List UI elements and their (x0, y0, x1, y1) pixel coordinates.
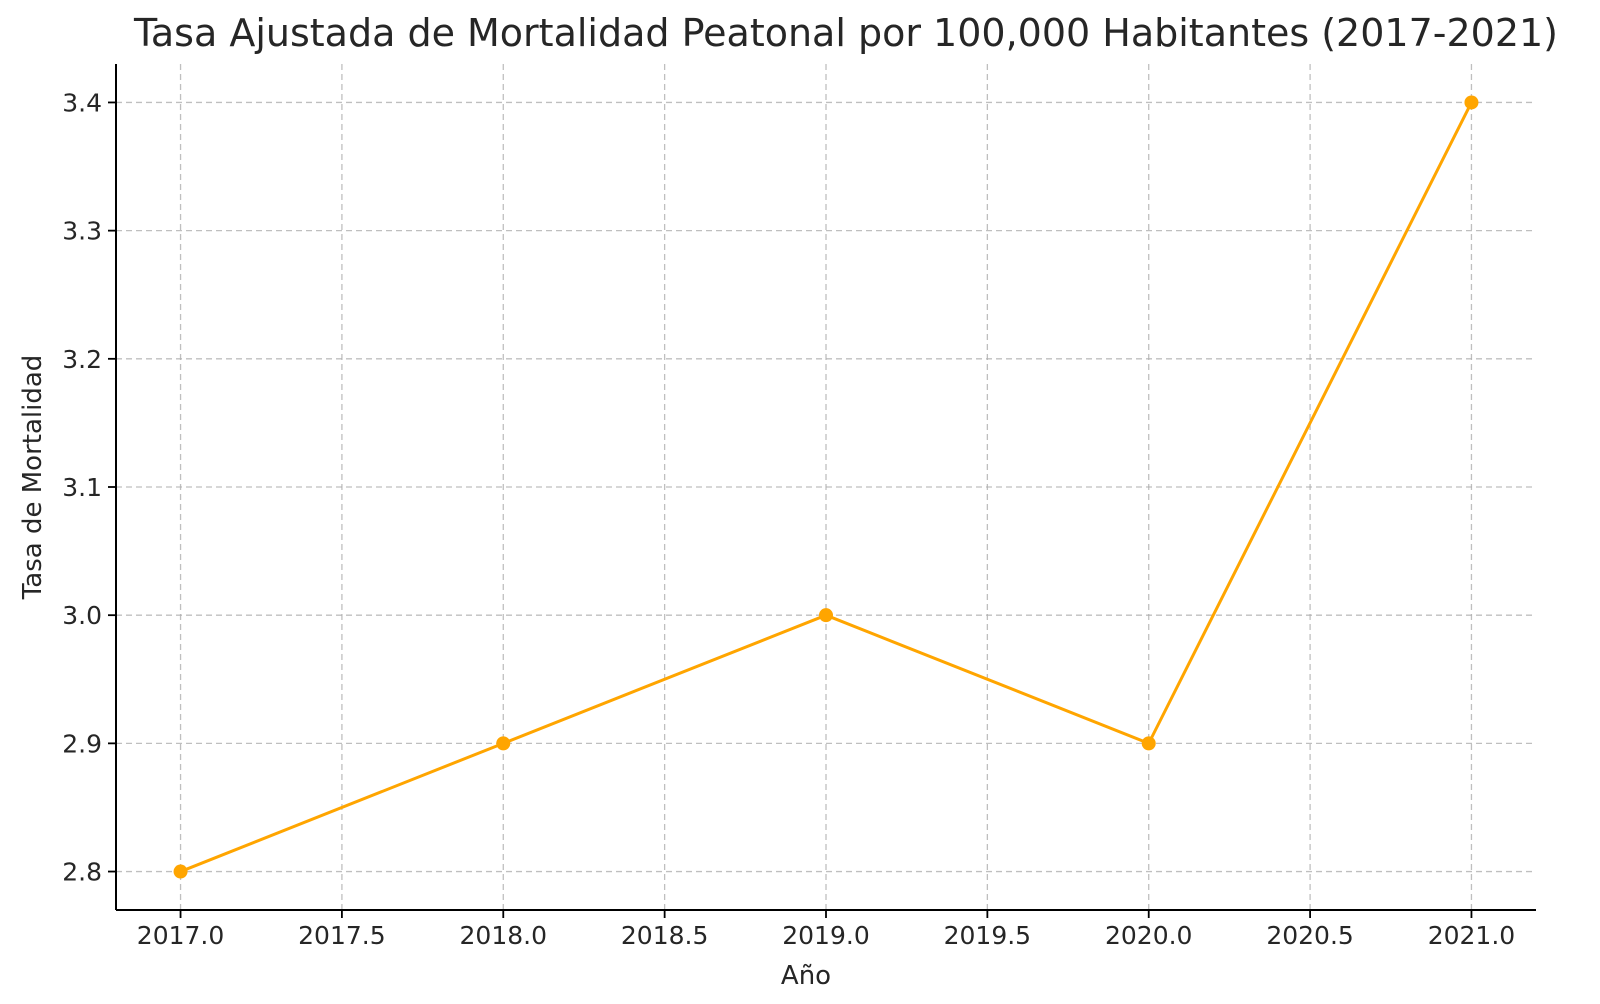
data-point (1464, 95, 1479, 110)
y-tick-label: 3.4 (62, 88, 102, 117)
x-tick-label: 2018.0 (460, 921, 547, 950)
y-tick-label: 3.2 (62, 345, 102, 374)
x-tick-label: 2017.0 (137, 921, 224, 950)
data-point (496, 736, 511, 751)
chart-title: Tasa Ajustada de Mortalidad Peatonal por… (133, 11, 1558, 55)
x-tick-label: 2019.0 (782, 921, 869, 950)
x-tick-label: 2019.5 (944, 921, 1031, 950)
x-tick-label: 2018.5 (621, 921, 708, 950)
series-layer (173, 95, 1479, 879)
x-tick-label: 2020.5 (1266, 921, 1353, 950)
x-tick-label: 2017.5 (298, 921, 385, 950)
y-tick-label: 2.9 (62, 729, 102, 758)
grid (116, 64, 1536, 910)
y-tick-label: 3.1 (62, 473, 102, 502)
x-axis-title: Año (781, 961, 831, 991)
data-point (173, 864, 188, 879)
x-tick-label: 2021.0 (1428, 921, 1515, 950)
y-axis-title: Tasa de Mortalidad (18, 355, 48, 601)
y-tick-label: 3.3 (62, 217, 102, 246)
data-point (1141, 736, 1156, 751)
x-tick-label: 2020.0 (1105, 921, 1192, 950)
axes: 2017.0 2017.5 2018.0 2018.5 2019.0 2019.5 2020… (62, 64, 1536, 950)
labels: Tasa Ajustada de Mortalidad Peatonal por… (18, 11, 1558, 991)
y-tick-label: 3.0 (62, 601, 102, 630)
y-tick-label: 2.8 (62, 858, 102, 887)
data-point (819, 608, 833, 623)
